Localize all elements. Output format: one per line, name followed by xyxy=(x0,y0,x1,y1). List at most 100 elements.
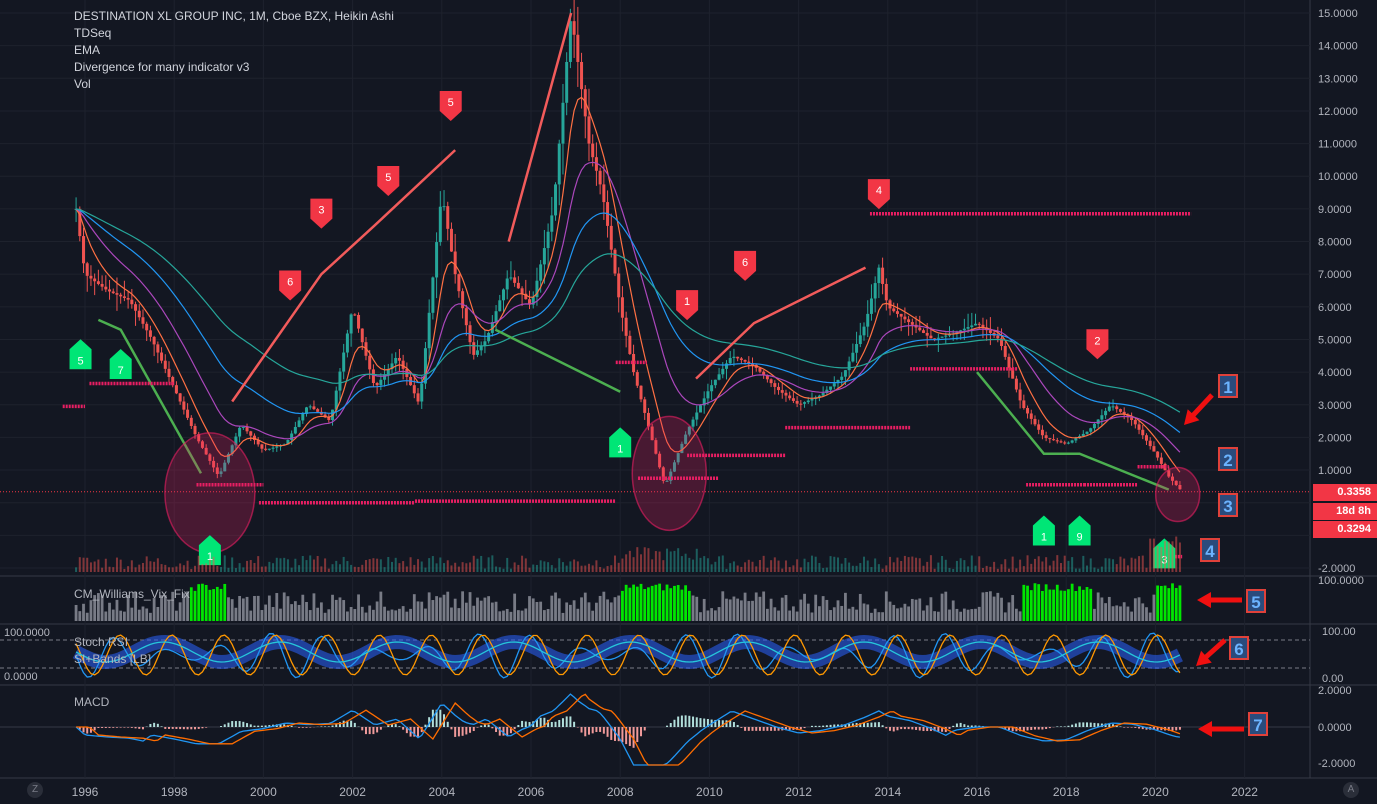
volume-bar xyxy=(1030,563,1033,572)
candle-body xyxy=(580,61,584,90)
volume-bar xyxy=(729,563,732,572)
volume-bar xyxy=(1078,568,1081,572)
volume-bar xyxy=(1100,566,1103,572)
volume-bar xyxy=(561,562,564,572)
vix-bar xyxy=(96,593,100,621)
vix-bar xyxy=(873,608,877,621)
volume-bar xyxy=(532,564,535,572)
candle-body xyxy=(435,242,439,278)
vix-bar xyxy=(256,595,260,621)
candle-body xyxy=(193,425,197,435)
candle-body xyxy=(1159,457,1163,464)
vix-bar xyxy=(892,604,896,621)
candle-body xyxy=(639,385,643,400)
vix-bar xyxy=(394,610,398,621)
volume-bar xyxy=(327,568,330,572)
macd-hist-bar xyxy=(197,727,200,729)
macd-hist-bar xyxy=(881,725,884,727)
vix-bar xyxy=(1145,607,1148,621)
candle-body xyxy=(884,283,888,301)
macd-label[interactable]: MACD xyxy=(74,695,110,709)
price-axis-label: 1.0000 xyxy=(1318,465,1352,477)
volume-bar xyxy=(320,566,323,572)
volume-bar xyxy=(186,560,189,572)
vix-bar xyxy=(832,607,836,621)
vix-bar xyxy=(814,594,818,621)
vix-bar xyxy=(542,610,546,621)
volume-bar xyxy=(621,558,624,572)
vix-bar xyxy=(405,611,409,621)
marker-label: 2 xyxy=(1094,335,1100,347)
macd-hist-bar xyxy=(692,716,695,727)
candle-body xyxy=(353,314,357,316)
vix-bar xyxy=(431,600,435,621)
volume-bar xyxy=(390,561,393,572)
volume-bar xyxy=(324,558,327,572)
volume-bar xyxy=(491,555,494,572)
candle-body xyxy=(962,328,966,331)
indicator-ema[interactable]: EMA xyxy=(74,43,101,57)
vix-bar xyxy=(126,594,130,621)
volume-bar xyxy=(115,557,118,572)
candle-body xyxy=(286,440,290,445)
volume-bar xyxy=(677,548,680,572)
vix-bar xyxy=(896,608,899,621)
time-axis-label: 2022 xyxy=(1231,785,1258,799)
candle-body xyxy=(134,304,138,311)
zoom-reset-button[interactable]: Z xyxy=(27,782,43,798)
macd-hist-bar xyxy=(1022,727,1025,731)
indicator-tdseq[interactable]: TDSeq xyxy=(74,26,112,40)
macd-hist-bar xyxy=(970,725,973,727)
vix-bar xyxy=(806,603,810,621)
candle-body xyxy=(160,352,164,361)
volume-bar xyxy=(357,567,360,572)
vix-fix-label[interactable]: CM_Williams_Vix_Fix xyxy=(74,587,190,601)
volume-bar xyxy=(1059,563,1062,572)
candle-body xyxy=(145,323,149,331)
macd-hist-bar xyxy=(324,726,327,727)
volume-bars xyxy=(75,536,1181,572)
candle-body xyxy=(739,358,743,361)
macd-hist-bar xyxy=(1167,727,1170,731)
vix-bar xyxy=(416,601,420,621)
volume-bar xyxy=(1104,558,1107,572)
price-axis-label: 2.0000 xyxy=(1318,432,1352,444)
vix-bar xyxy=(1163,585,1167,621)
volume-bar xyxy=(948,567,951,572)
volume-bar xyxy=(558,558,561,572)
macd-hist-bar xyxy=(755,727,758,731)
macd-hist-bar xyxy=(926,727,929,732)
candle-body xyxy=(1000,338,1004,346)
volume-bar xyxy=(747,559,750,572)
volume-bar xyxy=(279,558,282,572)
vix-bar xyxy=(710,608,714,621)
macd-hist-bar xyxy=(885,727,888,729)
auto-scale-button[interactable]: A xyxy=(1343,782,1359,798)
volume-bar xyxy=(1007,568,1010,572)
candle-body xyxy=(777,386,781,391)
macd-hist-bar xyxy=(621,727,624,743)
candle-body xyxy=(602,184,606,203)
vix-bar xyxy=(1029,590,1033,621)
candle-body xyxy=(721,368,725,375)
vix-bar xyxy=(424,608,427,621)
volume-bar xyxy=(78,557,81,572)
candle-body xyxy=(851,352,855,362)
vix-bar xyxy=(1111,606,1115,621)
highlight-ellipse xyxy=(1154,466,1201,523)
stoch-rsi-label[interactable]: Stoch RSI xyxy=(74,635,129,649)
macd-hist-bar xyxy=(283,724,286,727)
indicator-vol[interactable]: Vol xyxy=(74,77,91,91)
candle-body xyxy=(706,391,710,399)
vix-bar xyxy=(940,593,944,621)
macd-hist-bar xyxy=(394,724,397,727)
volume-bar xyxy=(807,562,810,572)
candle-body xyxy=(855,344,859,353)
candle-body xyxy=(747,361,751,364)
candle-body xyxy=(996,335,1000,339)
bearish-divergence-line xyxy=(231,149,457,403)
si-bands-label[interactable]: SI+Bands [LB] xyxy=(74,652,152,666)
indicator-divergence[interactable]: Divergence for many indicator v3 xyxy=(74,60,250,74)
vix-bar xyxy=(1059,590,1063,621)
